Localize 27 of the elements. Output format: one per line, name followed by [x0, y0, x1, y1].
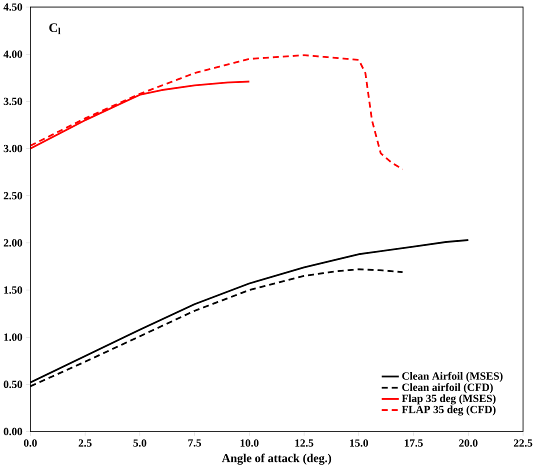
x-tick-label: 20.0 — [459, 439, 478, 447]
legend-label: Clean Airfoil (MSES) — [402, 372, 503, 382]
y-tick-label: 0.50 — [4, 380, 22, 388]
y-axis-title: C$_{l}$ — [49, 23, 60, 34]
legend-label: Clean airfoil (CFD) — [402, 383, 493, 394]
x-tick-label: 22.5 — [514, 439, 532, 447]
y-tick-label: 1.00 — [4, 333, 22, 341]
y-tick-label: 2.50 — [4, 192, 22, 200]
x-tick-label: 17.5 — [404, 439, 423, 447]
y-tick-label: 2.00 — [4, 239, 22, 247]
legend-label: Flap 35 deg (MSES) — [402, 394, 496, 404]
x-tick-label: 12.5 — [295, 439, 314, 447]
y-tick-label: 3.50 — [4, 98, 22, 106]
y-tick-label: 1.50 — [4, 286, 22, 294]
y-tick-label: 4.00 — [3, 50, 22, 58]
x-tick-label: 10.0 — [240, 439, 259, 447]
y-tick-label: 4.50 — [3, 3, 22, 11]
x-tick-label: 0.0 — [24, 439, 37, 447]
x-axis-title: Angle of attack (deg.) — [222, 454, 332, 465]
y-tick-label: 0.00 — [4, 428, 22, 436]
x-tick-label: 15.0 — [350, 439, 368, 447]
x-tick-label: 7.5 — [188, 439, 202, 447]
y-tick-label: 3.00 — [4, 144, 22, 152]
x-tick-label: 5.0 — [133, 439, 146, 447]
legend-label: FLAP 35 deg (CFD) — [402, 405, 496, 416]
x-tick-label: 2.5 — [78, 439, 92, 447]
line-series — [30, 54, 404, 170]
